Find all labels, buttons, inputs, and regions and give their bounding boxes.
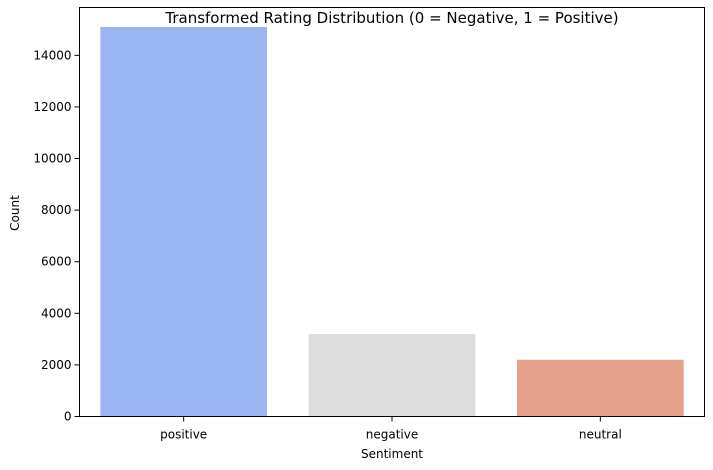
y-tick-label: 14000 xyxy=(33,48,71,62)
bar-neutral xyxy=(517,359,684,417)
y-tick-label: 0 xyxy=(64,410,72,424)
x-tick-label-neutral: neutral xyxy=(579,428,622,442)
y-tick-label: 4000 xyxy=(41,306,72,320)
y-tick-label: 2000 xyxy=(41,358,72,372)
x-tick-label-positive: positive xyxy=(160,428,207,442)
bars-layer xyxy=(100,26,684,417)
y-axis-ticks: 0 2000 4000 6000 8000 10000 12000 14000 xyxy=(33,48,80,424)
x-axis-ticks: positive negative neutral xyxy=(160,416,622,442)
x-tick-label-negative: negative xyxy=(366,428,418,442)
chart-title: Transformed Rating Distribution (0 = Neg… xyxy=(164,9,618,27)
y-tick-label: 8000 xyxy=(41,203,72,217)
x-axis-label: Sentiment xyxy=(361,447,423,461)
bar-negative xyxy=(308,333,476,417)
y-tick-label: 10000 xyxy=(33,152,71,166)
plot-frame xyxy=(79,7,705,417)
y-tick-label: 12000 xyxy=(33,100,71,114)
y-axis-label: Count xyxy=(8,195,22,231)
y-tick-label: 6000 xyxy=(41,255,72,269)
bar-positive xyxy=(100,26,267,417)
